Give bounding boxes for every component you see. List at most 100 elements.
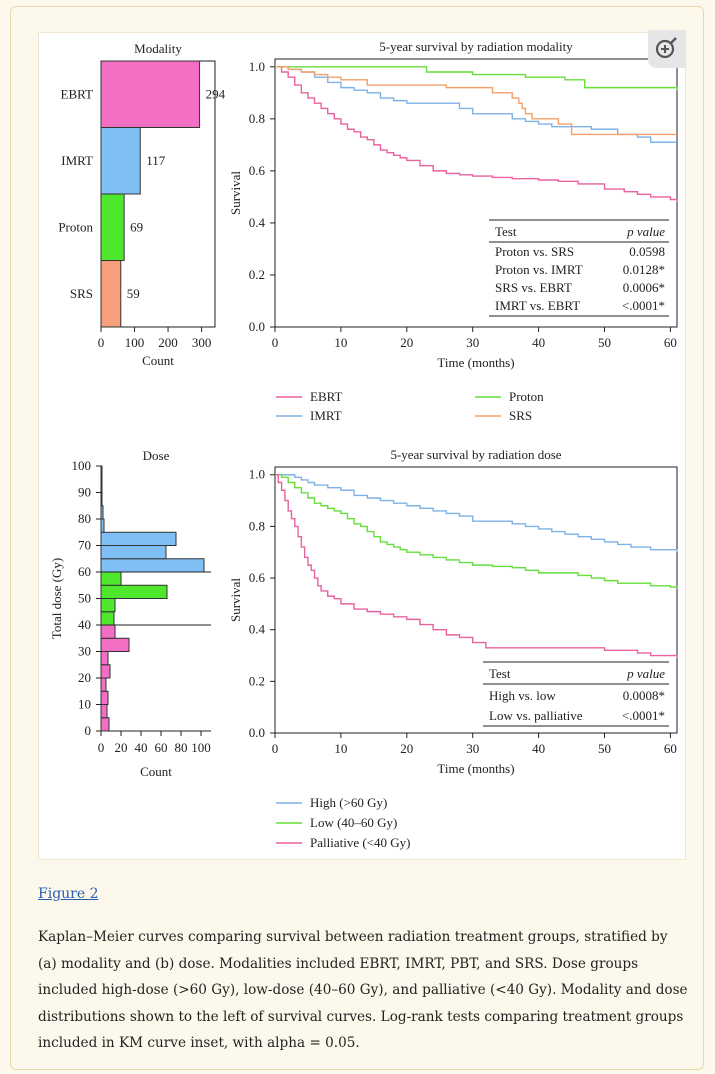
dose-bin-bar xyxy=(100,651,109,666)
dose-km-frame xyxy=(274,466,678,734)
dose-km-legend-label: High (>60 Gy) xyxy=(310,795,387,810)
dose-km-x-tick-label: 50 xyxy=(598,741,611,756)
dose-bin-bar xyxy=(100,584,168,599)
dose-km-inset-header-pvalue: p value xyxy=(626,666,665,681)
dose-y-tick-label: 90 xyxy=(78,485,91,500)
modality-km-x-tick-label: 30 xyxy=(466,335,479,350)
dose-bin-bar xyxy=(100,677,107,692)
modality-x-label: Count xyxy=(142,353,174,368)
dose-bin-bar xyxy=(100,531,177,546)
modality-km-inset-test-name: IMRT vs. EBRT xyxy=(495,298,580,313)
modality-km-legend-label: Proton xyxy=(509,389,544,404)
modality-km-inset-test-name: Proton vs. SRS xyxy=(495,244,574,259)
modality-value-label: 117 xyxy=(146,153,166,168)
dose-km-y-tick-label: 1.0 xyxy=(249,467,265,482)
modality-x-tick-label: 200 xyxy=(158,335,178,350)
dose-y-label: Total dose (Gy) xyxy=(49,558,64,639)
dose-x-label: Count xyxy=(140,764,172,779)
dose-y-tick-label: 100 xyxy=(72,458,92,473)
dose-km-inset-pvalue: <.0001* xyxy=(622,708,665,723)
dose-bin-bar xyxy=(100,664,111,679)
modality-km-legend-label: SRS xyxy=(509,408,532,423)
modality-km-inset-pvalue: 0.0598 xyxy=(629,244,665,259)
modality-km-series-imrt xyxy=(275,66,677,143)
dose-km-inset-test-name: Low vs. palliative xyxy=(489,708,583,723)
dose-bin-bar xyxy=(100,598,116,613)
modality-bar-proton xyxy=(100,193,125,261)
modality-km-title: 5-year survival by radiation modality xyxy=(379,39,573,54)
dose-km-y-tick-label: 0.4 xyxy=(249,622,266,637)
modality-category-label: Proton xyxy=(58,219,93,234)
dose-y-tick-label: 70 xyxy=(78,538,91,553)
modality-x-tick-label: 300 xyxy=(192,335,212,350)
modality-km-x-label: Time (months) xyxy=(437,355,514,370)
dose-km-y-tick-label: 0.6 xyxy=(249,570,266,585)
modality-km-y-tick-label: 0.2 xyxy=(249,267,265,282)
dose-y-tick-label: 60 xyxy=(78,564,91,579)
dose-title: Dose xyxy=(143,448,170,463)
modality-x-tick-label: 100 xyxy=(125,335,145,350)
modality-km-inset-test-name: Proton vs. IMRT xyxy=(495,262,583,277)
dose-km-y-label: Survival xyxy=(228,578,243,622)
modality-km-y-tick-label: 1.0 xyxy=(249,59,265,74)
dose-km-legend-label: Low (40–60 Gy) xyxy=(310,815,397,830)
dose-x-tick-label: 100 xyxy=(191,740,211,755)
modality-km-y-tick-label: 0.0 xyxy=(249,319,265,334)
figure-caption: Kaplan–Meier curves comparing survival b… xyxy=(38,929,688,1051)
dose-km-x-tick-label: 0 xyxy=(272,741,279,756)
modality-km-inset-pvalue: 0.0128* xyxy=(623,262,665,277)
dose-km-inset-test-name: High vs. low xyxy=(489,688,556,703)
modality-km-series-proton xyxy=(275,66,678,91)
dose-y-tick-label: 10 xyxy=(78,697,91,712)
modality-km-x-tick-label: 50 xyxy=(598,335,611,350)
dose-km-x-tick-label: 10 xyxy=(334,741,347,756)
dose-km-series-high xyxy=(275,474,678,553)
dose-bin-bar xyxy=(100,545,167,560)
dose-km-inset-pvalue: 0.0008* xyxy=(623,688,665,703)
modality-km-inset-header-test: Test xyxy=(495,224,517,239)
dose-km-title: 5-year survival by radiation dose xyxy=(390,447,561,462)
dose-x-tick-label: 0 xyxy=(98,740,105,755)
modality-km-x-tick-label: 20 xyxy=(400,335,413,350)
modality-km-legend-label: EBRT xyxy=(310,389,343,404)
modality-km-series-ebrt xyxy=(275,66,678,203)
dose-bin-bar xyxy=(100,611,115,626)
dose-bin-bar xyxy=(100,637,130,652)
figure-link[interactable]: Figure 2 xyxy=(38,886,99,902)
modality-km-inset-header-pvalue: p value xyxy=(626,224,665,239)
modality-bar-srs xyxy=(100,260,122,328)
dose-km-y-tick-label: 0.2 xyxy=(249,673,265,688)
modality-category-label: SRS xyxy=(70,286,93,301)
modality-value-label: 294 xyxy=(206,86,226,101)
dose-bin-bar xyxy=(100,624,116,639)
modality-km-x-tick-label: 0 xyxy=(272,335,279,350)
dose-km-legend-label: Palliative (<40 Gy) xyxy=(310,835,410,850)
dose-bin-bar xyxy=(100,518,105,533)
modality-category-label: IMRT xyxy=(61,153,93,168)
dose-y-tick-label: 40 xyxy=(78,617,91,632)
modality-title: Modality xyxy=(134,41,182,56)
modality-km-inset-pvalue: <.0001* xyxy=(622,298,665,313)
dose-bin-bar xyxy=(100,704,108,719)
dose-y-tick-label: 0 xyxy=(85,723,92,738)
figure-panel: Modality EBRT 294 IMRT 117 Proton 69 SRS 59 0 100 2… xyxy=(38,32,686,860)
dose-km-x-tick-label: 60 xyxy=(664,741,677,756)
dose-x-tick-label: 60 xyxy=(155,740,168,755)
modality-km-series-srs xyxy=(275,66,677,136)
modality-value-label: 59 xyxy=(127,286,140,301)
dose-km-x-tick-label: 30 xyxy=(466,741,479,756)
dose-km-series-low xyxy=(275,474,678,589)
modality-x-tick-label: 0 xyxy=(98,335,105,350)
dose-km-inset-header-test: Test xyxy=(489,666,511,681)
dose-km-series-palliative xyxy=(275,474,678,659)
modality-category-label: EBRT xyxy=(61,86,94,101)
zoom-in-button[interactable] xyxy=(648,30,686,68)
dose-y-tick-label: 20 xyxy=(78,670,91,685)
dose-bin-bar xyxy=(100,690,109,705)
dose-bin-bar xyxy=(100,571,122,586)
modality-km-inset-test-name: SRS vs. EBRT xyxy=(495,280,572,295)
modality-km-x-tick-label: 10 xyxy=(334,335,347,350)
dose-km-x-tick-label: 40 xyxy=(532,741,545,756)
modality-km-y-tick-label: 0.4 xyxy=(249,215,266,230)
